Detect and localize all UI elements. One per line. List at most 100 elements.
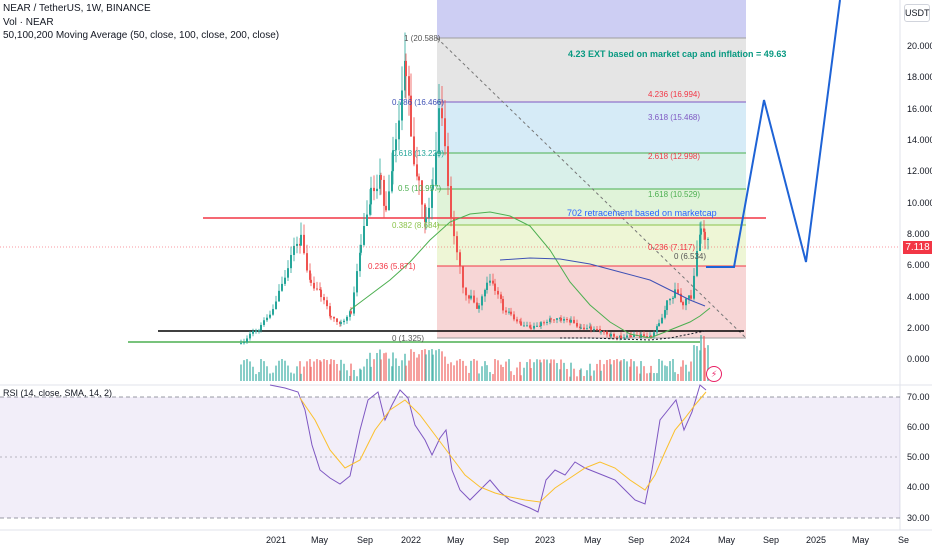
volume-bar (494, 359, 496, 381)
volume-bar (306, 361, 308, 381)
volume-bar (476, 360, 478, 381)
zone-palegreen (437, 189, 746, 225)
projection-path[interactable] (706, 0, 841, 268)
volume-bar (583, 376, 585, 381)
currency-button[interactable]: USDT (904, 4, 930, 22)
candle-body (661, 317, 663, 324)
candle-body (410, 95, 412, 137)
volume-bar (656, 373, 658, 381)
candle-body (633, 335, 635, 338)
candle-body (376, 188, 378, 192)
volume-bar (243, 360, 245, 381)
volume-bar (606, 359, 608, 381)
time-tick: May (852, 535, 870, 545)
candle-body (513, 314, 515, 320)
volume-bar (269, 373, 271, 381)
zone-purple (437, 0, 746, 38)
candle-body (468, 295, 470, 299)
volume-bar (299, 361, 301, 381)
candle-body (444, 118, 446, 147)
candle-body (421, 180, 423, 205)
ma-title[interactable]: 50,100,200 Moving Average (50, close, 10… (3, 30, 280, 41)
volume-bar (313, 361, 315, 381)
candle-body (343, 320, 345, 323)
volume-bar (240, 364, 242, 381)
fib-label: 0.786 (16.466) (392, 98, 444, 107)
volume-bar (300, 373, 302, 381)
volume-legend[interactable]: Vol · NEAR (3, 17, 54, 28)
candle-body (278, 290, 280, 302)
rsi-panel[interactable]: RSI (14, close, SMA, 14, 2) 70.00 60.00 … (0, 384, 932, 523)
zone-yellowgreen (437, 225, 746, 266)
candle-body (425, 217, 427, 223)
candle-body (290, 254, 292, 269)
price-axis[interactable]: 20.000 18.000 16.000 14.000 12.000 10.00… (907, 41, 932, 364)
candle-body (246, 338, 248, 343)
volume-bar (470, 360, 472, 381)
volume-bar (570, 362, 572, 381)
volume-bar (366, 358, 368, 381)
candle-body (313, 282, 315, 289)
symbol-title[interactable]: NEAR / TetherUS, 1W, BINANCE (3, 3, 151, 14)
price-tick: 12.000 (907, 166, 932, 176)
volume-bar (316, 359, 318, 381)
time-tick: May (311, 535, 329, 545)
volume-bar (478, 373, 480, 381)
ext-annotation[interactable]: 4.23 EXT based on market cap and inflati… (568, 49, 786, 59)
volume-bar (603, 364, 605, 381)
volume-bar (481, 366, 483, 381)
volume-bar (249, 361, 251, 381)
candle-body (476, 302, 478, 309)
price-tick: 6.000 (907, 260, 930, 270)
volume-bar (653, 373, 655, 381)
volume-bar (395, 358, 397, 381)
price-tick: 10.000 (907, 198, 932, 208)
candle-body (494, 283, 496, 291)
volume-bar (533, 362, 535, 381)
volume-bar (540, 362, 542, 381)
candle-body (263, 320, 265, 325)
volume-bar (497, 360, 499, 381)
volume-bar (690, 361, 692, 381)
volume-bar (680, 366, 682, 381)
volume-bar (370, 366, 372, 381)
volume-bar (473, 359, 475, 381)
candle-body (258, 330, 260, 332)
fib-label: 0 (1.325) (392, 334, 424, 343)
volume-bar (523, 367, 525, 381)
volume-bar (658, 359, 660, 381)
volume-bar (696, 346, 698, 381)
candle-body (536, 325, 538, 327)
volume-bar (510, 371, 512, 381)
time-axis[interactable]: 2021 May Sep 2022 May Sep 2023 May Sep 2… (266, 535, 909, 545)
candle-body (603, 331, 605, 333)
candle-body (650, 335, 652, 337)
candle-body (319, 289, 321, 291)
candle-body (539, 325, 541, 327)
candle-body (370, 187, 372, 205)
retracement-annotation[interactable]: 702 retracement based on marketcap (567, 208, 717, 218)
rsi-tick: 30.00 (907, 513, 930, 523)
volume-bar (263, 361, 265, 381)
volume-bar (272, 372, 274, 381)
candle-body (690, 295, 692, 299)
symbol-legend[interactable]: NEAR / TetherUS, 1W, BINANCE (3, 3, 151, 14)
candle-body (630, 335, 632, 338)
volume-bar (553, 359, 555, 381)
candle-body (441, 108, 443, 119)
volume-bar (636, 366, 638, 381)
fib-label: 0.382 (8.684) (392, 221, 440, 230)
volume-title[interactable]: Vol · NEAR (3, 17, 54, 28)
volume-bar (502, 366, 504, 381)
candle-body (599, 328, 601, 332)
volume-bar (520, 375, 522, 381)
volume-bar (413, 351, 415, 381)
time-tick: Sep (357, 535, 373, 545)
candle-body (492, 280, 494, 284)
candle-body (576, 322, 578, 327)
candle-body (674, 289, 676, 298)
lightning-icon[interactable]: ⚡ (706, 366, 722, 382)
ma-legend[interactable]: 50,100,200 Moving Average (50, close, 10… (3, 30, 279, 41)
